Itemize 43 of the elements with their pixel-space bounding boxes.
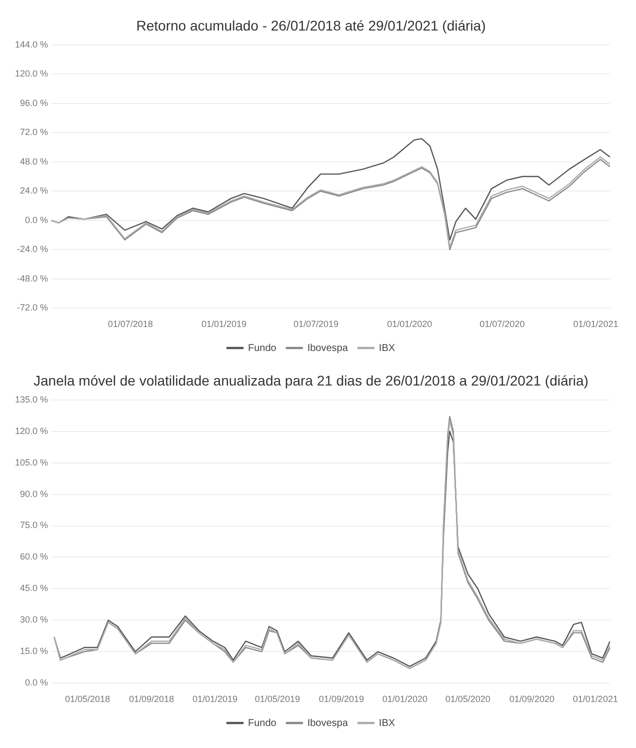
x-tick-label: 01/01/2021: [573, 319, 618, 330]
x-tick-label: 01/01/2019: [201, 319, 246, 330]
y-tick-label: 105.0 %: [14, 457, 48, 468]
legend-label: Fundo: [248, 718, 277, 729]
x-tick-label: 01/05/2020: [445, 694, 490, 704]
y-tick-label: 72.0 %: [20, 127, 48, 138]
x-tick-label: 01/05/2019: [254, 694, 300, 704]
y-tick-label: 90.0 %: [20, 488, 48, 499]
legend-label: Ibovespa: [307, 718, 348, 729]
y-tick-label: 30.0 %: [20, 614, 48, 625]
y-tick-label: 120.0 %: [14, 68, 48, 79]
x-tick-label: 01/09/2020: [509, 694, 554, 704]
y-tick-label: 15.0 %: [20, 646, 48, 656]
y-tick-label: -72.0 %: [16, 302, 48, 313]
y-tick-label: 45.0 %: [20, 583, 48, 594]
x-tick-label: 01/07/2020: [480, 319, 525, 330]
x-tick-label: 01/09/2018: [128, 694, 174, 704]
x-tick-label: 01/01/2021: [572, 694, 618, 704]
y-tick-label: 0.0 %: [25, 678, 48, 688]
legend-label: IBX: [378, 342, 396, 354]
legend-label: IBX: [378, 718, 396, 729]
y-tick-label: -48.0 %: [16, 273, 48, 284]
x-tick-label: 01/09/2019: [318, 694, 364, 704]
y-tick-label: 24.0 %: [20, 186, 48, 196]
y-tick-label: 96.0 %: [20, 98, 48, 108]
y-tick-label: 120.0 %: [14, 426, 48, 436]
x-tick-label: 01/01/2019: [192, 694, 238, 704]
y-tick-label: 135.0 %: [14, 394, 48, 404]
y-tick-label: 48.0 %: [20, 156, 48, 166]
x-tick-label: 01/07/2018: [108, 319, 153, 330]
x-tick-label: 01/01/2020: [382, 694, 428, 704]
y-tick-label: -24.0 %: [16, 244, 48, 254]
y-tick-label: 60.0 %: [20, 552, 48, 562]
y-tick-label: 75.0 %: [20, 520, 48, 530]
y-tick-label: 144.0 %: [14, 39, 48, 50]
y-tick-label: 0.0 %: [25, 214, 48, 225]
chart-title: Retorno acumulado - 26/01/2018 até 29/01/2021 (diária): [136, 17, 486, 34]
legend-label: Fundo: [248, 342, 277, 354]
legend-label: Ibovespa: [307, 342, 348, 354]
x-tick-label: 01/05/2018: [64, 694, 110, 704]
x-tick-label: 01/01/2020: [387, 319, 432, 330]
chart-title: Janela móvel de volatilidade anualizada para 21 dias de 26/01/2018 a 29/01/2021 (diária): [34, 372, 588, 388]
x-tick-label: 01/07/2019: [293, 319, 339, 330]
